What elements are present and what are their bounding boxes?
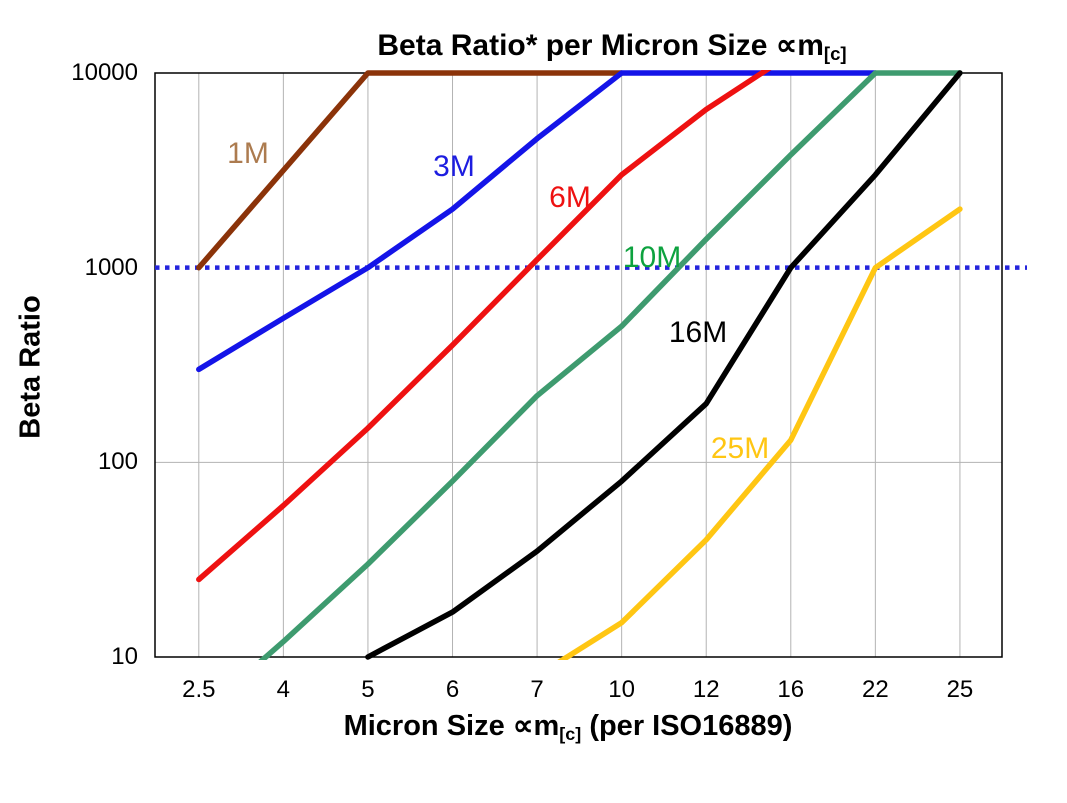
x-axis-title-pre: Micron Size ∝m [343,710,560,742]
x-axis-title-post: (per ISO16889) [581,710,793,742]
chart-title-main: Beta Ratio* per Micron Size ∝m [377,29,824,62]
x-tick-label-4: 4 [276,676,291,703]
y-tick-label-10000: 10000 [71,58,138,86]
x-tick-label-7: 7 [530,676,544,703]
series-label-1M: 1M [227,137,269,170]
series-label-25M: 25M [710,432,770,465]
x-tick-label-16: 16 [777,676,805,703]
y-tick-label-100: 100 [97,448,138,476]
x-tick-label-25: 25 [946,676,974,703]
x-tick-label-5: 5 [361,676,375,703]
series-label-16M: 16M [668,316,728,349]
series-label-3M: 3M [433,150,475,183]
series-line-25M [557,206,963,660]
series-line-1M [196,70,625,271]
y-axis-title: Beta Ratio [14,295,47,439]
x-axis-title-subscript: [c] [559,724,582,745]
series-label-6M: 6M [549,181,591,214]
chart-title: Beta Ratio* per Micron Size ∝m[c] [377,28,847,65]
x-axis-title: Micron Size ∝m[c] (per ISO16889) [343,708,793,745]
series-line-6M [196,70,772,583]
series-label-10M: 10M [622,241,682,274]
x-tick-label-6: 6 [445,676,460,703]
x-tick-label-22: 22 [862,676,889,703]
chart-title-subscript: [c] [823,43,847,65]
series-line-16M [365,70,963,660]
x-tick-label-2.5: 2.5 [182,676,216,703]
y-tick-label-10: 10 [111,643,138,670]
x-tick-label-12: 12 [692,676,720,703]
x-tick-label-10: 10 [608,676,635,703]
series-line-10M [258,70,963,660]
y-tick-label-1000: 1000 [84,253,138,281]
